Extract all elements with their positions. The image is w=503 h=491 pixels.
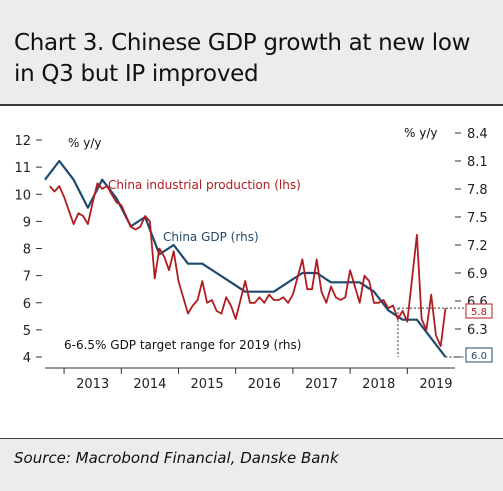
- x-axis: 2013 2014 2015 2016 2017 2018 2019: [45, 367, 455, 392]
- x-tick-label: 2015: [191, 377, 224, 392]
- chart-title: Chart 3. Chinese GDP growth at new low i…: [14, 30, 471, 87]
- ip-series-label: China industrial production (lhs): [108, 178, 301, 192]
- ip-series-line: [49, 182, 447, 348]
- right-tick-label: 8.1: [467, 155, 488, 170]
- right-tick-label: 6.9: [467, 267, 488, 282]
- right-tick-label: 7.2: [467, 239, 488, 254]
- source-note: Source: Macrobond Financial, Danske Bank: [14, 449, 339, 467]
- left-tick-label: 5: [23, 324, 31, 339]
- gdp-last-value-flag: 6.0: [465, 347, 493, 363]
- x-tick-label: 2014: [133, 377, 166, 392]
- x-tick-label: 2017: [305, 377, 338, 392]
- left-tick-label: 6: [23, 297, 31, 312]
- left-axis: 4 5 6 7 8 9 10 11 12: [14, 134, 42, 366]
- ip-last-value-flag: 5.8: [465, 303, 493, 319]
- right-tick-label: 7.5: [467, 211, 488, 226]
- source-divider: [0, 438, 503, 439]
- series-layer: [44, 159, 466, 358]
- ip-flag-box: [465, 303, 493, 319]
- gdp-flag-value: 6.0: [471, 351, 487, 362]
- left-tick-label: 7: [23, 270, 31, 285]
- right-tick-label: 8.4: [467, 127, 488, 142]
- gdp-series-line: [44, 159, 447, 358]
- x-tick-label: 2018: [362, 377, 395, 392]
- x-tick-label: 2013: [76, 377, 109, 392]
- x-tick-label: 2016: [248, 377, 281, 392]
- gdp-target-label: 6-6.5% GDP target range for 2019 (rhs): [64, 338, 301, 352]
- gdp-series-label: China GDP (rhs): [163, 230, 259, 244]
- left-tick-label: 4: [23, 351, 31, 366]
- gdp-flag-box: [465, 347, 493, 363]
- right-tick-label: 7.8: [467, 183, 488, 198]
- left-tick-label: 10: [14, 188, 31, 203]
- left-tick-label: 11: [14, 161, 31, 176]
- right-axis: 6.36.66.97.27.57.88.18.4: [455, 127, 488, 358]
- x-tick-label: 2019: [419, 377, 452, 392]
- right-axis-unit: % y/y: [404, 126, 437, 140]
- right-tick-label: 6.3: [467, 323, 488, 338]
- left-tick-label: 12: [14, 134, 31, 149]
- left-axis-unit: % y/y: [68, 136, 101, 150]
- title-divider: [0, 104, 503, 106]
- left-tick-label: 8: [23, 243, 31, 258]
- left-tick-label: 9: [23, 215, 31, 230]
- ip-flag-value: 5.8: [471, 307, 487, 318]
